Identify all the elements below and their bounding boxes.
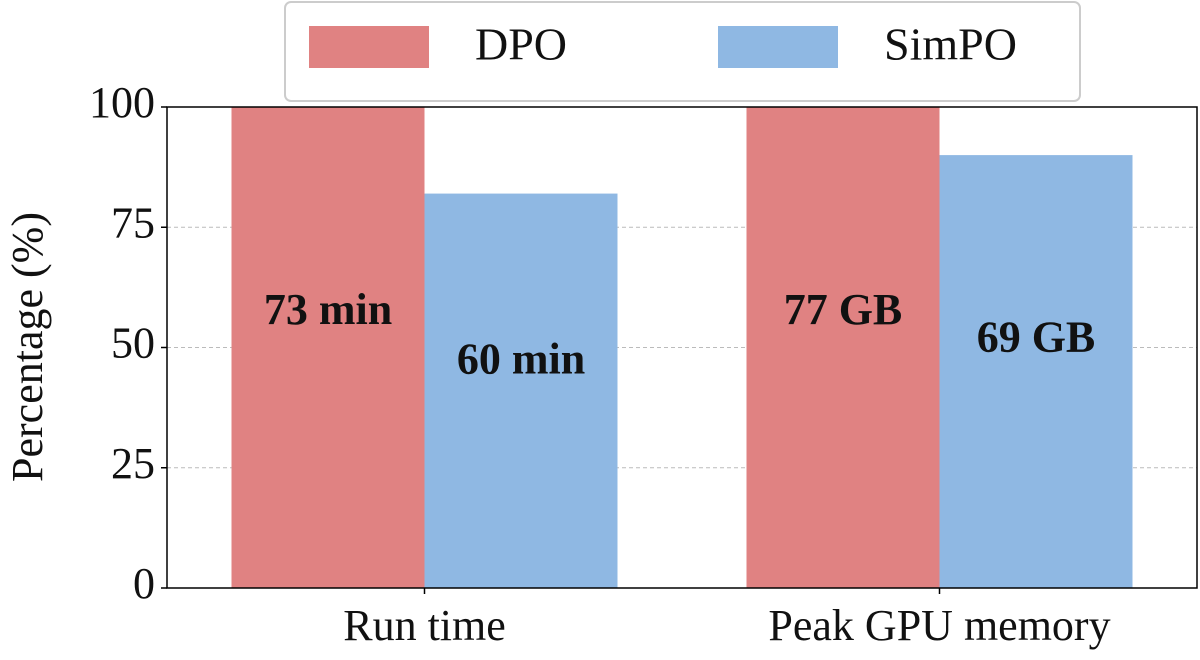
bar — [424, 193, 618, 588]
plot-frame — [166, 106, 1198, 589]
y-axis-label: Percentage (%) — [3, 212, 52, 482]
value-annotation: 69 GB — [977, 312, 1096, 361]
legend-box — [284, 1, 1081, 102]
y-tick-label: 25 — [111, 439, 155, 488]
bar — [939, 155, 1133, 588]
value-annotation: 60 min — [457, 334, 585, 383]
x-tick-label: Run time — [343, 601, 506, 650]
bar — [746, 107, 940, 588]
legend-label: SimPO — [884, 19, 1017, 70]
value-annotation: 77 GB — [784, 285, 903, 334]
y-tick-label: 100 — [89, 78, 155, 127]
legend-swatch — [309, 26, 429, 68]
y-tick-label: 50 — [111, 319, 155, 368]
legend-swatch — [718, 26, 838, 68]
value-annotation: 73 min — [264, 285, 392, 334]
legend-label: DPO — [475, 19, 567, 70]
x-tick-label: Peak GPU memory — [768, 601, 1110, 650]
bar — [231, 107, 425, 588]
y-tick-label: 75 — [111, 198, 155, 247]
y-tick-label: 0 — [133, 559, 155, 608]
